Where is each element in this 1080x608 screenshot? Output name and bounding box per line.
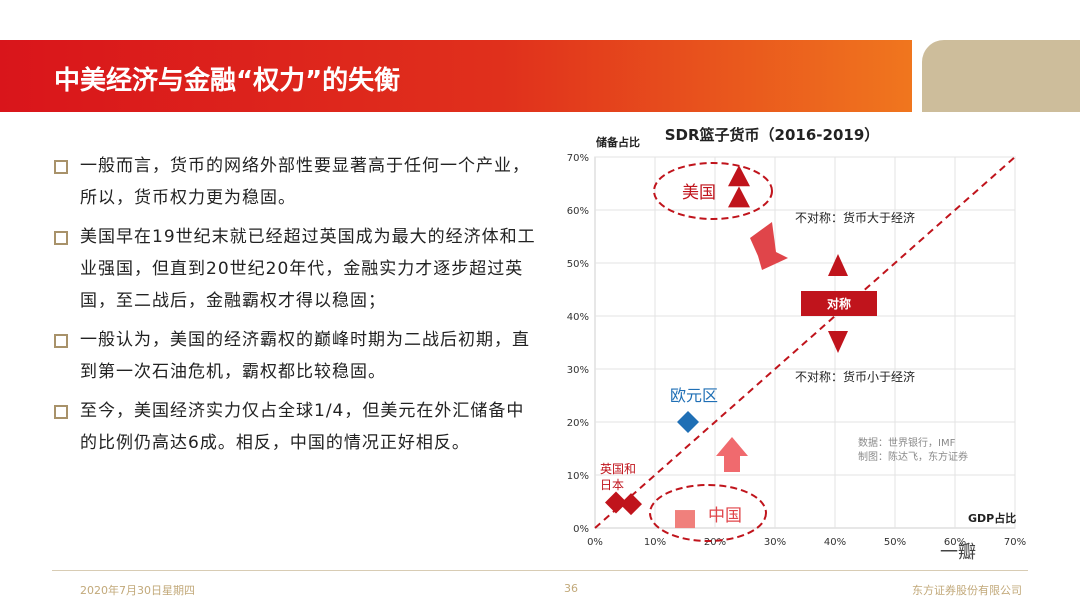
symmetric-label: 对称 xyxy=(827,296,851,311)
x-tick-label: 0% xyxy=(587,537,603,548)
point-square xyxy=(675,510,695,529)
bullet-box-icon xyxy=(54,405,68,419)
x-tick-label: 10% xyxy=(644,537,666,548)
watermark: 一瓣 xyxy=(940,542,976,563)
axis-ticks: 0% 10% 20% 30% 40% 50% 60% 70% 0% 10% 20% 30% 40% 50%… xyxy=(567,153,1026,548)
point-triangle xyxy=(728,165,750,187)
uk-japan-markers xyxy=(605,491,642,516)
x-tick-label: 20% xyxy=(704,537,726,548)
x-tick-label: 30% xyxy=(764,537,786,548)
bullet-text: 一般认为，美国的经济霸权的巅峰时期为二战后初期，直到第一次石油危机，霸权都比较稳… xyxy=(80,330,530,382)
symmetric-box xyxy=(801,291,877,316)
triangle-up-icon xyxy=(828,254,848,276)
footer-divider xyxy=(52,570,1028,571)
y-tick-label: 50% xyxy=(567,259,589,270)
label-euro: 欧元区 xyxy=(670,386,718,405)
y-tick-label: 20% xyxy=(567,418,589,429)
bullet-item: 一般而言，货币的网络外部性要显著高于任何一个产业，所以，货币权力更为稳固。 xyxy=(52,150,542,214)
bullet-text: 美国早在19世纪末就已经超过英国成为最大的经济体和工业强国，但直到20世纪20年… xyxy=(80,227,536,311)
footer-company: 东方证券股份有限公司 xyxy=(912,584,1022,597)
x-tick-label: 40% xyxy=(824,537,846,548)
bullet-text: 至今，美国经济实力仅占全球1/4，但美元在外汇储备中的比例仍高达6成。相反，中国… xyxy=(80,401,525,453)
below-annotation: 不对称：货币小于经济 xyxy=(795,369,915,384)
y-axis-label: 储备占比 xyxy=(596,135,640,149)
source-line-2: 制图：陈达飞，东方证券 xyxy=(858,450,968,463)
triangle-down-icon xyxy=(828,331,848,353)
footer-page-number: 36 xyxy=(564,582,578,595)
x-tick-label: 60% xyxy=(944,537,966,548)
y-tick-label: 60% xyxy=(567,206,589,217)
label-china: 中国 xyxy=(708,506,742,526)
bullet-item: 至今，美国经济实力仅占全球1/4，但美元在外汇储备中的比例仍高达6成。相反，中国… xyxy=(52,395,542,459)
above-annotation: 不对称：货币大于经济 xyxy=(795,210,915,225)
point-diamond xyxy=(677,411,699,433)
title-bar: 中美经济与金融“权力”的失衡 xyxy=(0,40,912,112)
us-ellipse xyxy=(653,162,773,220)
footer-date: 2020年7月30日星期四 xyxy=(80,584,195,597)
us-markers xyxy=(728,165,750,208)
point-diamond xyxy=(605,491,627,514)
corner-decoration xyxy=(922,40,1080,112)
arrow-up-icon xyxy=(716,437,748,472)
y-tick-label: 30% xyxy=(567,365,589,376)
bullet-box-icon xyxy=(54,160,68,174)
x-axis-label: GDP占比 xyxy=(968,511,1016,525)
y-tick-label: 10% xyxy=(567,471,589,482)
label-us: 美国 xyxy=(682,183,716,203)
label-uk-jp-line2: 日本 xyxy=(600,478,624,492)
slide-title: 中美经济与金融“权力”的失衡 xyxy=(54,66,401,96)
y-tick-label: 0% xyxy=(573,524,589,535)
x-tick-label: 70% xyxy=(1004,537,1026,548)
bullet-item: 一般认为，美国的经济霸权的巅峰时期为二战后初期，直到第一次石油危机，霸权都比较稳… xyxy=(52,324,542,388)
china-markers xyxy=(675,510,695,529)
diagonal-line xyxy=(594,156,1016,529)
bullet-item: 美国早在19世纪末就已经超过英国成为最大的经济体和工业强国，但直到20世纪20年… xyxy=(52,221,542,317)
source-line-1: 数据：世界银行，IMF xyxy=(858,436,956,449)
bullet-list: 一般而言，货币的网络外部性要显著高于任何一个产业，所以，货币权力更为稳固。 美国… xyxy=(52,150,542,466)
bullet-box-icon xyxy=(54,334,68,348)
sdr-chart: 0% 10% 20% 30% 40% 50% 60% 70% 0% 10% 20% 30% 40% 50%… xyxy=(567,126,1026,548)
y-tick-label: 40% xyxy=(567,312,589,323)
point-triangle xyxy=(728,186,750,208)
arrow-down-right-icon xyxy=(750,222,788,270)
point-diamond xyxy=(620,493,642,516)
china-ellipse xyxy=(649,484,767,542)
chart-grid xyxy=(594,156,1016,529)
bullet-text: 一般而言，货币的网络外部性要显著高于任何一个产业，所以，货币权力更为稳固。 xyxy=(80,156,530,208)
bullet-box-icon xyxy=(54,231,68,245)
y-tick-label: 70% xyxy=(567,153,589,164)
label-uk-jp-line1: 英国和 xyxy=(600,462,636,476)
x-tick-label: 50% xyxy=(884,537,906,548)
euro-markers xyxy=(677,411,699,433)
chart-title: SDR篮子货币（2016-2019） xyxy=(665,126,880,144)
